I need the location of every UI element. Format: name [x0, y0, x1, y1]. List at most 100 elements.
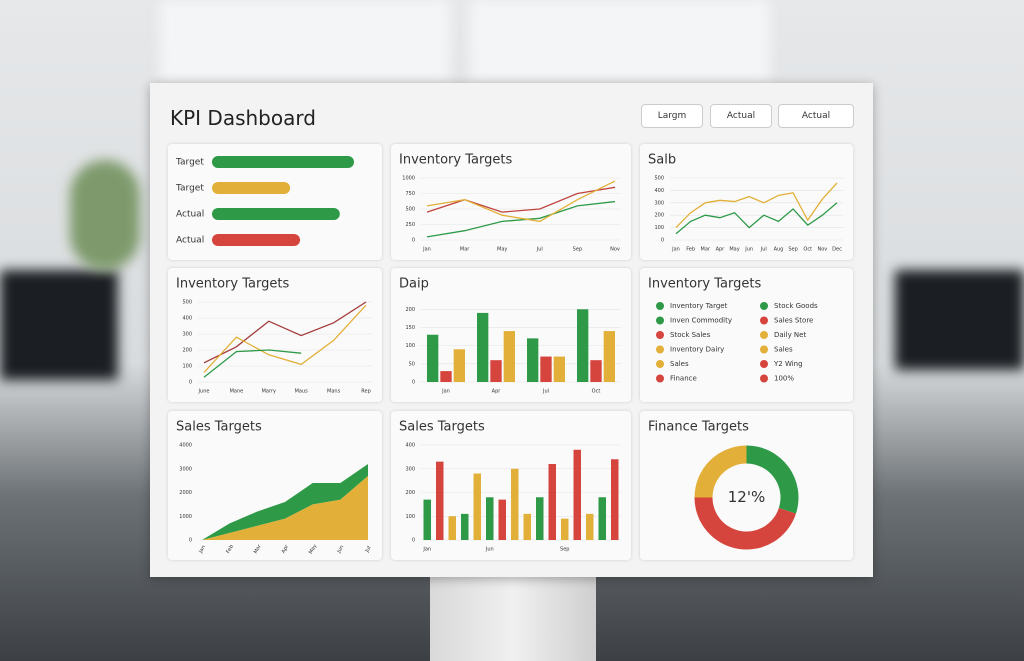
bar [603, 331, 615, 382]
x-tick-label: May [497, 247, 507, 253]
legend-dot [760, 360, 768, 368]
bar [503, 331, 515, 382]
x-tick-label: Marry [262, 389, 276, 395]
line [203, 349, 302, 378]
x-tick-label: June [198, 389, 210, 395]
chart-title: Salb [648, 153, 676, 168]
bar [536, 497, 544, 540]
bar [440, 371, 452, 382]
x-tick-label: May [729, 247, 739, 253]
x-tick-label: Feb [686, 247, 695, 253]
x-tick-label: Sep [573, 247, 582, 253]
y-tick-label: 100 [405, 514, 415, 520]
panel: Sales Targets 0 100 200 300 400 Jan Jun Sep [391, 411, 631, 560]
x-tick-label: Jan [197, 544, 207, 555]
bg-monitor [0, 270, 118, 380]
y-tick-label: 250 [405, 222, 415, 228]
bar [212, 156, 354, 168]
panel: Daip 0 50 100 150 200 Jan Apr Jul Oct [391, 268, 631, 402]
panel: Inventory Targets 0 100 200 300 400 500 June Man… [168, 268, 382, 402]
panel: Sales Targets 0 1000 2000 3000 4000 Jan Feb Mar A… [168, 411, 382, 560]
y-tick-label: 3000 [179, 466, 192, 472]
bar [553, 356, 565, 382]
chart: Inventory Targets 0 250 500 750 1000 Jan Mar May… [399, 153, 621, 253]
chart-title: Daip [399, 277, 429, 292]
area [202, 464, 368, 540]
bar [527, 338, 539, 382]
x-tick-label: Jun [336, 544, 346, 555]
y-tick-label: 0 [412, 380, 415, 386]
legend-dot [760, 374, 768, 383]
chart: Salb 0 100 200 300 400 500 Jan Feb Mar Apr May Jun Ju… [648, 153, 843, 253]
legend-dot [760, 316, 768, 325]
bar [540, 356, 552, 382]
pie-slice [746, 445, 799, 514]
line [675, 182, 838, 229]
bar [611, 459, 619, 540]
y-tick-label: 0 [189, 538, 192, 544]
dashboard-title: KPI Dashboard [170, 106, 316, 130]
bar [453, 349, 465, 382]
y-tick-label: 150 [405, 325, 415, 331]
x-tick-label: Jan [422, 547, 431, 553]
legend-label: Inven Commodity [670, 317, 732, 325]
x-tick-label: Mar [701, 247, 711, 253]
center-label: 12'% [728, 488, 765, 506]
y-tick-label: 4000 [179, 443, 192, 449]
chart: Inventory Targets Inventory Target Stock G… [648, 277, 818, 383]
y-tick-label: 2000 [179, 490, 192, 496]
legend-label: Sales Store [774, 317, 813, 325]
bar [473, 473, 481, 540]
chart: Finance Targets 12'% [648, 420, 799, 550]
bar [477, 312, 489, 382]
legend-label: Inventory Dairy [670, 346, 724, 354]
y-tick-label: 500 [654, 176, 664, 182]
bar [573, 449, 581, 540]
y-tick-label: 200 [405, 490, 415, 496]
y-tick-label: 100 [654, 225, 664, 231]
y-tick-label: 500 [182, 300, 192, 306]
legend-label: 100% [774, 375, 794, 383]
bar [511, 468, 519, 540]
x-tick-label: Oct [592, 389, 601, 395]
legend-dot [656, 345, 664, 354]
x-tick-label: Jul [364, 545, 373, 554]
y-tick-label: 200 [405, 307, 415, 313]
x-tick-label: Rep [361, 389, 371, 395]
button[interactable]: Actual [778, 104, 854, 128]
x-tick-label: Feb [225, 544, 235, 555]
legend-dot [760, 345, 768, 354]
y-tick-label: 100 [405, 343, 415, 349]
y-tick-label: 300 [654, 200, 664, 206]
y-tick-label: 300 [182, 332, 192, 338]
y-tick-label: 400 [182, 316, 192, 322]
line [203, 304, 367, 373]
x-tick-label: Jul [542, 389, 549, 395]
x-tick-label: May [308, 543, 318, 555]
bar [490, 360, 502, 382]
y-tick-label: 0 [412, 238, 415, 244]
x-tick-label: Mar [253, 543, 263, 555]
legend-dot [760, 302, 768, 310]
bar [212, 182, 291, 194]
y-tick-label: 400 [405, 443, 415, 449]
x-tick-label: Apr [716, 247, 726, 253]
bar-label: Actual [176, 236, 204, 246]
legend-label: Stock Sales [670, 331, 711, 339]
y-tick-label: 100 [182, 364, 192, 370]
bg-window [470, 0, 770, 80]
bg-window [160, 0, 450, 80]
y-tick-label: 500 [405, 207, 415, 213]
y-tick-label: 0 [412, 538, 415, 544]
panel: Inventory Targets 0 250 500 750 1000 Jan Mar May… [391, 144, 631, 260]
chart: Sales Targets 0 100 200 300 400 Jan Jun Sep [399, 420, 621, 553]
button[interactable]: Largm [641, 104, 703, 128]
x-tick-label: Sep [788, 247, 797, 253]
button[interactable]: Actual [710, 104, 772, 128]
bar [423, 499, 431, 540]
y-tick-label: 50 [409, 361, 415, 367]
bar-label: Target [175, 184, 204, 194]
legend-label: Sales [774, 346, 793, 354]
legend-dot [656, 360, 664, 368]
chart: Inventory Targets 0 100 200 300 400 500 June Man… [176, 277, 372, 395]
